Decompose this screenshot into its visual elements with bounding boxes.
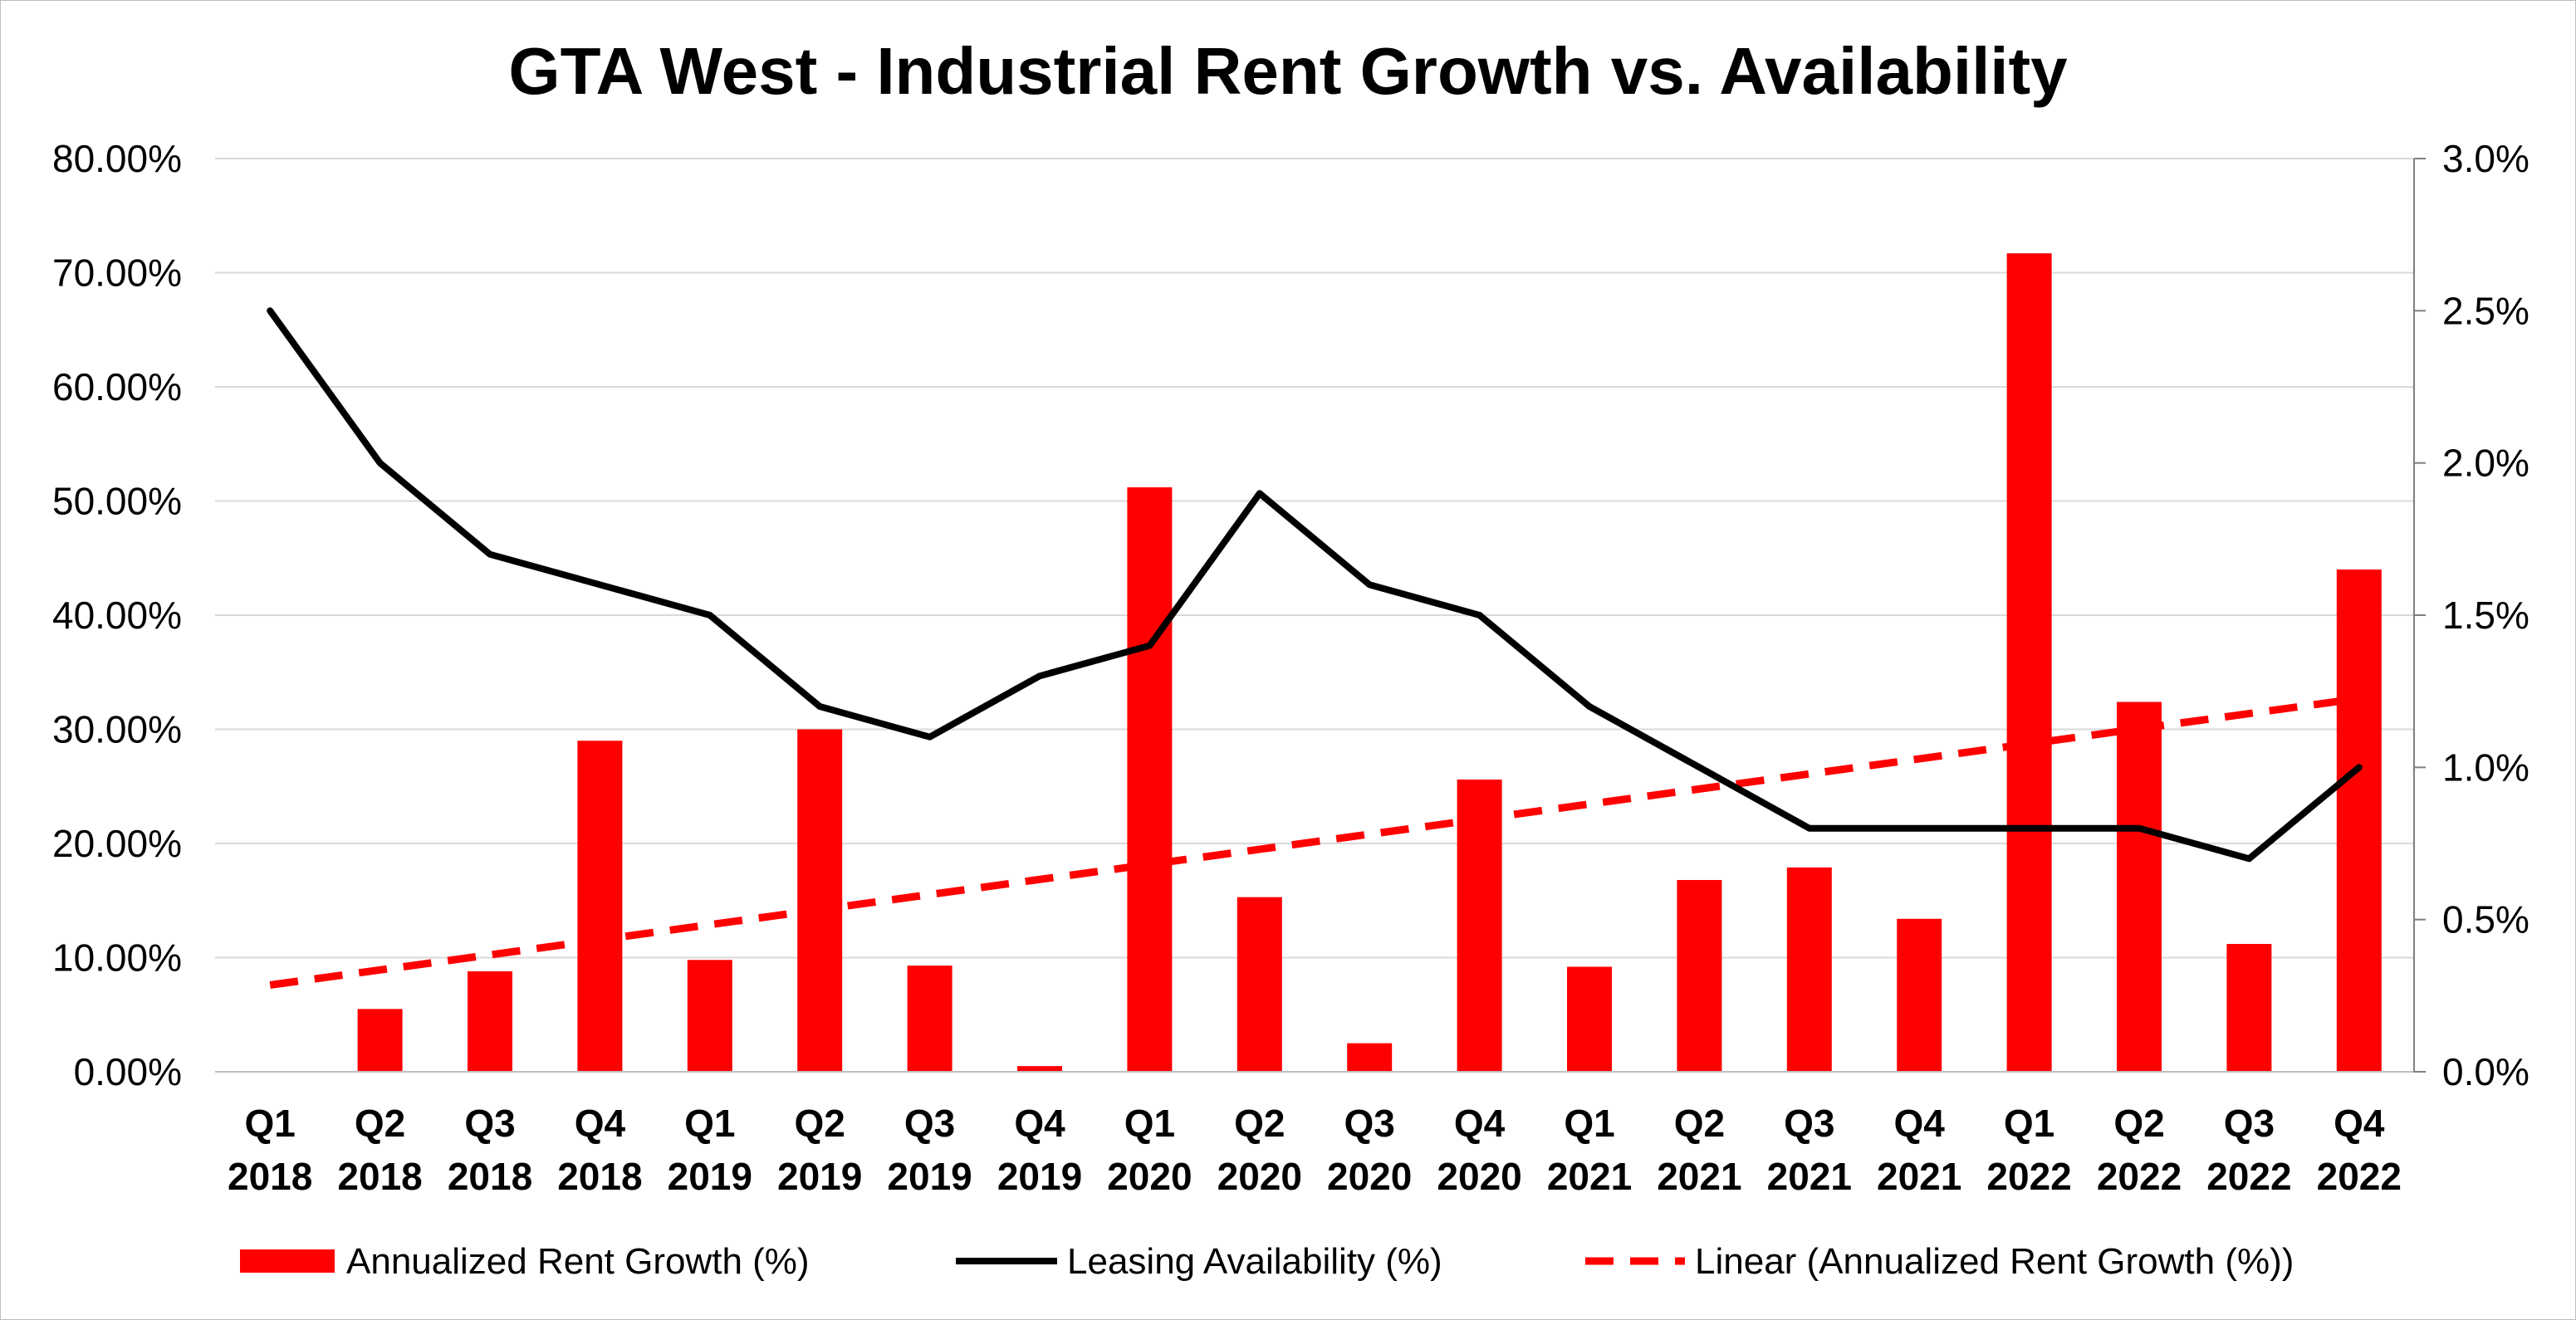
category-year-label: 2020 xyxy=(1217,1155,1302,1198)
line-series xyxy=(267,307,2363,863)
trendline-series xyxy=(269,694,2360,989)
bar xyxy=(1237,897,1282,1072)
category-year-label: 2021 xyxy=(1767,1155,1852,1198)
category-quarter-label: Q1 xyxy=(684,1102,735,1145)
category-quarter-label: Q1 xyxy=(1564,1102,1614,1145)
bar xyxy=(687,960,732,1072)
category-year-label: 2020 xyxy=(1327,1155,1412,1198)
bar xyxy=(1347,1043,1393,1072)
right-axis-tick-label: 1.5% xyxy=(2442,594,2529,637)
category-year-label: 2022 xyxy=(2206,1155,2291,1198)
bar xyxy=(907,966,953,1072)
bar xyxy=(1017,1066,1062,1072)
category-year-label: 2020 xyxy=(1107,1155,1192,1198)
category-year-label: 2022 xyxy=(2097,1155,2182,1198)
left-axis-tick-label: 30.00% xyxy=(52,708,182,751)
right-axis-tick-label: 1.0% xyxy=(2442,746,2529,789)
legend-label-rent-growth: Annualized Rent Growth (%) xyxy=(346,1241,810,1282)
left-axis-tick-label: 50.00% xyxy=(52,480,182,523)
category-quarter-label: Q3 xyxy=(1344,1102,1395,1145)
left-axis-tick-label: 10.00% xyxy=(52,936,182,980)
category-year-label: 2019 xyxy=(887,1155,972,1198)
category-quarter-label: Q1 xyxy=(245,1102,296,1145)
right-axis-ticks: 0.0% 0.5% 1.0% 1.5% 2.0% 2.5% 3.0% xyxy=(2414,137,2529,1093)
bar xyxy=(1677,880,1722,1072)
bar xyxy=(468,971,512,1072)
category-year-label: 2022 xyxy=(2317,1155,2402,1198)
right-axis-tick-label: 2.0% xyxy=(2442,442,2529,485)
left-axis-ticks: 0.00% 10.00% 20.00% 30.00% 40.00% 50.00% 60.00… xyxy=(52,137,182,1093)
category-quarter-label: Q1 xyxy=(2004,1102,2054,1145)
bar xyxy=(1127,487,1173,1072)
right-axis-tick-label: 3.0% xyxy=(2442,137,2529,180)
category-quarter-label: Q4 xyxy=(1894,1102,1946,1145)
category-quarter-label: Q3 xyxy=(904,1102,955,1145)
category-year-label: 2021 xyxy=(1657,1155,1741,1198)
category-year-label: 2022 xyxy=(1986,1155,2071,1198)
left-axis-tick-label: 80.00% xyxy=(52,137,182,180)
category-year-label: 2018 xyxy=(337,1155,422,1198)
legend-key-bar xyxy=(240,1249,335,1273)
category-quarter-label: Q3 xyxy=(1784,1102,1834,1145)
category-quarter-label: Q2 xyxy=(2113,1102,2164,1145)
left-axis-tick-label: 20.00% xyxy=(52,822,182,865)
bar xyxy=(1457,780,1502,1072)
category-quarter-label: Q2 xyxy=(1234,1102,1285,1145)
chart-title: GTA West - Industrial Rent Growth vs. Av… xyxy=(508,34,2068,108)
category-quarter-label: Q2 xyxy=(355,1102,405,1145)
category-quarter-label: Q4 xyxy=(2334,1102,2385,1145)
category-quarter-label: Q1 xyxy=(1124,1102,1175,1145)
left-axis-tick-label: 70.00% xyxy=(52,252,182,295)
bar xyxy=(1567,966,1612,1072)
bar xyxy=(1897,918,1942,1072)
bar xyxy=(1786,867,1832,1072)
category-year-label: 2019 xyxy=(777,1155,862,1198)
category-year-label: 2021 xyxy=(1877,1155,1961,1198)
category-year-label: 2018 xyxy=(228,1155,312,1198)
legend-label-trendline: Linear (Annualized Rent Growth (%)) xyxy=(1695,1241,2294,1282)
category-year-label: 2019 xyxy=(997,1155,1082,1198)
category-year-label: 2019 xyxy=(668,1155,752,1198)
right-axis-tick-label: 0.5% xyxy=(2442,898,2529,941)
availability-line xyxy=(267,307,2363,863)
legend: Annualized Rent Growth (%) Leasing Availa… xyxy=(240,1241,2294,1282)
bar xyxy=(2336,570,2382,1072)
legend-label-availability: Leasing Availability (%) xyxy=(1067,1241,1442,1282)
category-year-label: 2021 xyxy=(1547,1155,1632,1198)
category-quarter-label: Q4 xyxy=(1014,1102,1065,1145)
category-quarter-label: Q4 xyxy=(1454,1102,1506,1145)
category-axis-labels: Q1 2018 Q2 2018 Q3 2018 Q4 2018 Q1 2019 Q2 2019 Q3 20… xyxy=(228,1102,2402,1198)
bar xyxy=(577,741,623,1072)
bar xyxy=(2006,253,2052,1072)
right-axis-tick-label: 0.0% xyxy=(2442,1050,2529,1093)
category-year-label: 2018 xyxy=(557,1155,642,1198)
gridlines xyxy=(215,158,2414,959)
category-quarter-label: Q3 xyxy=(464,1102,515,1145)
left-axis-tick-label: 60.00% xyxy=(52,365,182,408)
category-quarter-label: Q3 xyxy=(2224,1102,2275,1145)
bar-series xyxy=(357,253,2382,1072)
category-quarter-label: Q4 xyxy=(575,1102,626,1145)
category-year-label: 2020 xyxy=(1437,1155,1521,1198)
bar xyxy=(2226,944,2272,1072)
bar xyxy=(357,1009,403,1072)
trendline xyxy=(269,694,2360,989)
bar xyxy=(797,729,843,1072)
category-quarter-label: Q2 xyxy=(795,1102,845,1145)
bar xyxy=(2117,702,2162,1072)
right-axis-tick-label: 2.5% xyxy=(2442,289,2529,332)
category-quarter-label: Q2 xyxy=(1674,1102,1725,1145)
left-axis-tick-label: 0.00% xyxy=(74,1050,182,1093)
category-year-label: 2018 xyxy=(448,1155,532,1198)
left-axis-tick-label: 40.00% xyxy=(52,594,182,637)
